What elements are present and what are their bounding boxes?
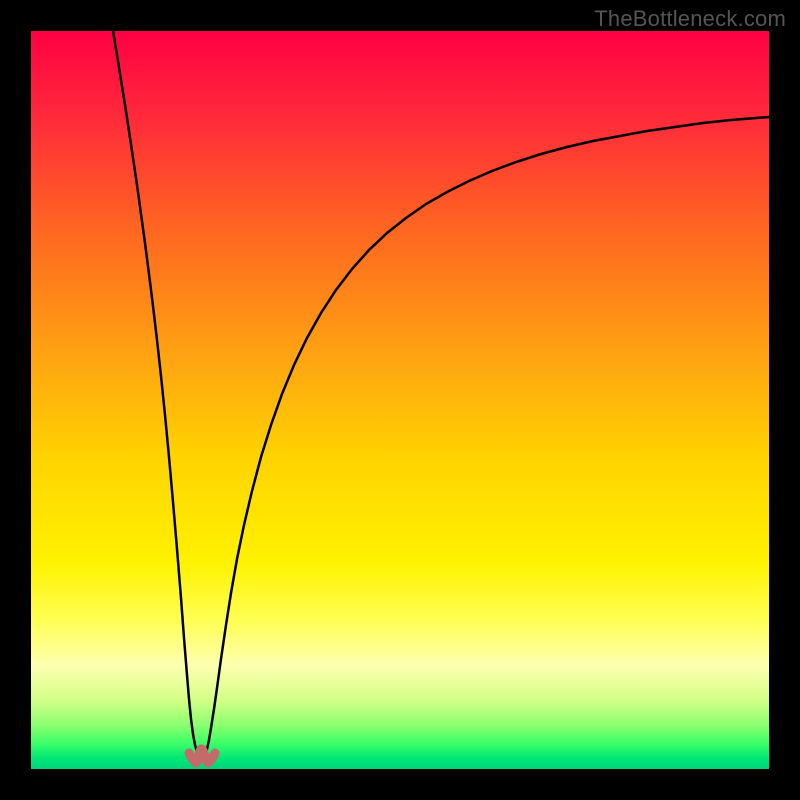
gradient-background bbox=[31, 31, 769, 769]
valley-marker bbox=[189, 749, 215, 763]
chart-container: TheBottleneck.com bbox=[0, 0, 800, 800]
chart-svg bbox=[31, 31, 769, 769]
plot-area bbox=[31, 31, 769, 769]
watermark-text: TheBottleneck.com bbox=[594, 6, 786, 32]
